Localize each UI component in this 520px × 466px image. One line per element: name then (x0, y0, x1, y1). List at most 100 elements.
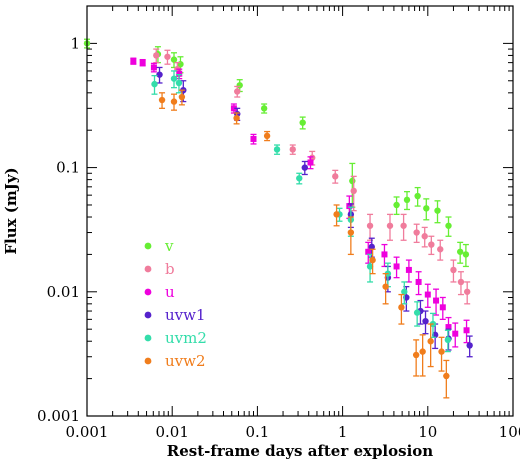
data-point (419, 348, 426, 355)
data-point (350, 187, 357, 195)
data-point (381, 251, 388, 258)
legend-label: uvm2 (165, 329, 207, 347)
data-point (463, 327, 470, 334)
data-point (170, 75, 178, 82)
data-point (434, 207, 441, 214)
legend-item-uvw2: uvw2 (144, 352, 206, 370)
legend-marker (144, 311, 152, 319)
data-point (386, 222, 394, 229)
legend-item-uvm2: uvm2 (144, 329, 207, 347)
series-uvw2 (158, 89, 450, 399)
data-point (403, 196, 411, 204)
data-point (153, 52, 160, 59)
data-point (233, 114, 240, 122)
data-point (466, 342, 473, 349)
data-point (450, 266, 457, 274)
x-tick-label: 1 (338, 423, 348, 441)
data-point (439, 304, 446, 311)
series-b (153, 48, 471, 305)
y-tick-label: 0.001 (37, 407, 80, 425)
data-point (332, 173, 339, 180)
data-point (445, 222, 452, 229)
legend-label: uvw2 (165, 352, 206, 370)
y-tick-label: 1 (70, 34, 80, 52)
y-axis-title: Flux (mJy) (2, 167, 20, 254)
data-point (230, 105, 237, 112)
legend-label: b (165, 260, 175, 278)
data-point (444, 336, 452, 344)
legend-label: u (165, 283, 175, 301)
legend-item-v: v (144, 237, 174, 255)
data-point (443, 372, 450, 380)
x-axis-title: Rest-frame days after explosion (167, 442, 434, 460)
data-point (164, 53, 171, 60)
data-point (366, 263, 374, 270)
data-point (456, 248, 464, 255)
data-point (393, 201, 400, 209)
data-point (250, 135, 257, 142)
legend-item-u: u (144, 283, 175, 301)
data-point (445, 324, 452, 331)
data-point (424, 291, 431, 298)
data-point (400, 222, 407, 229)
data-point (346, 203, 353, 210)
data-point (307, 159, 314, 166)
data-point (139, 59, 146, 66)
legend-item-uvw1: uvw1 (144, 306, 206, 324)
data-point (263, 132, 271, 140)
data-point (299, 119, 306, 126)
data-point (428, 241, 435, 248)
data-point (170, 98, 178, 105)
legend-item-b: b (144, 260, 175, 278)
data-point (234, 88, 241, 95)
data-point (368, 243, 375, 251)
data-point (437, 246, 444, 253)
data-point (398, 304, 405, 311)
data-point (366, 222, 374, 229)
data-point (393, 263, 400, 270)
data-point (289, 146, 296, 153)
data-point (156, 71, 163, 78)
data-point (175, 79, 183, 87)
series-u (130, 57, 470, 348)
data-point (414, 192, 421, 200)
data-point (405, 266, 412, 273)
legend-label: uvw1 (165, 306, 206, 324)
x-tick-label: 0.01 (155, 423, 188, 441)
x-tick-label: 0.1 (245, 423, 269, 441)
data-point (382, 283, 389, 290)
data-point (333, 211, 340, 218)
data-point (421, 233, 428, 240)
data-point (273, 146, 281, 153)
data-layer (83, 38, 473, 399)
legend-marker (144, 242, 152, 250)
data-point (296, 175, 303, 182)
data-point (150, 64, 157, 71)
x-tick-label: 100 (499, 423, 520, 441)
data-point (170, 56, 178, 63)
axis-ticks (86, 5, 513, 417)
data-point (347, 229, 355, 236)
data-point (176, 70, 183, 77)
data-point (301, 164, 308, 171)
data-point (413, 229, 420, 236)
data-point (463, 288, 471, 295)
data-point (178, 93, 186, 101)
legend-marker (144, 265, 152, 273)
x-tick-label: 0.001 (66, 423, 109, 441)
legend-marker (144, 288, 152, 296)
tick-labels: 0.001 0.01 0.1 1 10 100 0.001 0.01 0.1 1 (37, 34, 520, 441)
data-point (412, 351, 420, 359)
data-point (433, 297, 440, 304)
legend-label: v (164, 237, 174, 255)
data-point (452, 330, 459, 337)
data-point (423, 205, 430, 212)
data-point (438, 348, 445, 355)
data-point (415, 278, 422, 285)
data-point (365, 248, 372, 255)
data-point (413, 309, 421, 316)
plot-frame (86, 5, 514, 417)
legend: vbu uvw1 uvm2 uvw2 (144, 237, 207, 370)
